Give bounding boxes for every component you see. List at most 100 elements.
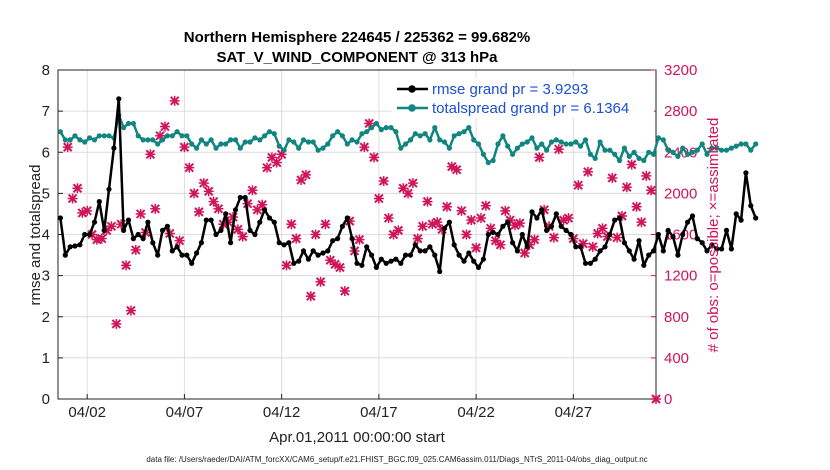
obs-assimilated-marker [286, 219, 297, 230]
rmse-point [87, 231, 93, 238]
totalspread-point [660, 137, 666, 143]
rmse-point [407, 252, 414, 258]
chart-titles: Northern Hemisphere 224645 / 225362 = 99… [184, 29, 530, 66]
rmse-point [456, 252, 462, 258]
totalspread-point [82, 139, 88, 145]
obs-assimilated-marker [213, 203, 224, 214]
obs-assimilated-marker [111, 318, 122, 329]
totalspread-point [169, 133, 175, 139]
rmse-point [505, 219, 511, 225]
rmse-point [179, 252, 185, 258]
totalspread-point [140, 137, 146, 143]
rmse-point [67, 244, 73, 250]
rmse-point [57, 215, 64, 221]
obs-assimilated-marker [514, 218, 525, 229]
rmse-point [417, 248, 423, 254]
rmse-point [519, 231, 525, 238]
obs-assimilated-marker [412, 233, 423, 244]
totalspread-point [213, 145, 219, 151]
totalspread-point [646, 149, 652, 155]
rmse-point [451, 242, 457, 248]
y-right-tick-label: 2800 [664, 103, 697, 120]
totalspread-point [490, 157, 496, 164]
legend-spread-marker [408, 104, 416, 112]
totalspread-point [101, 133, 107, 139]
rmse-point [393, 256, 399, 262]
rmse-point [733, 211, 739, 217]
rmse-point [300, 248, 307, 254]
rmse-point [281, 242, 287, 248]
totalspread-point [315, 147, 321, 153]
totalspread-point [621, 145, 628, 151]
rmse-point [77, 242, 83, 248]
totalspread-point [748, 147, 754, 153]
rmse-point [155, 252, 161, 258]
rmse-point [286, 240, 292, 246]
rmse-point [242, 194, 248, 201]
rmse-point [159, 227, 166, 233]
totalspread-point [680, 145, 686, 151]
totalspread-point [145, 137, 151, 143]
y-tick-label: 7 [42, 103, 50, 120]
totalspread-point [325, 141, 331, 147]
totalspread-point [130, 120, 136, 127]
totalspread-point [607, 147, 613, 153]
rmse-point [232, 207, 239, 213]
rmse-point [213, 231, 219, 238]
x-tick-label: 04/17 [360, 404, 398, 421]
obs-assimilated-marker [315, 276, 326, 287]
rmse-point [373, 264, 379, 270]
y-tick-label: 5 [42, 185, 50, 202]
obs-assimilated-marker [145, 149, 156, 160]
rmse-point [529, 209, 535, 215]
obs-assimilated-marker [636, 217, 647, 228]
obs-assimilated-marker [651, 394, 661, 404]
obs-assimilated-marker [359, 142, 370, 153]
obs-assimilated-marker [193, 206, 204, 217]
series-layer [57, 96, 759, 275]
totalspread-point [753, 141, 759, 147]
obs-assimilated-marker [553, 144, 564, 155]
rmse-point [291, 260, 297, 266]
obs-assimilated-marker [334, 262, 345, 273]
totalspread-point [121, 125, 127, 131]
totalspread-point [383, 125, 389, 131]
rmse-point [194, 250, 200, 256]
rmse-point [568, 231, 574, 238]
totalspread-point [262, 133, 268, 139]
rmse-point [728, 246, 735, 252]
rmse-point [514, 248, 521, 254]
totalspread-point [57, 129, 64, 135]
rmse-point [694, 236, 700, 242]
totalspread-point [689, 149, 696, 155]
obs-assimilated-marker [257, 199, 268, 210]
rmse-point [111, 145, 117, 151]
rmse-point [723, 227, 730, 233]
obs-assimilated-marker [500, 205, 511, 216]
obs-assimilated-marker [281, 260, 292, 271]
rmse-point [378, 256, 384, 262]
totalspread-point [276, 143, 282, 149]
rmse-point [330, 238, 336, 244]
obs-assimilated-marker [490, 235, 501, 246]
x-axis-label: Apr.01,2011 00:00:00 start [269, 429, 446, 446]
obs-assimilated-marker [582, 166, 593, 177]
totalspread-point [77, 137, 83, 143]
rmse-point [665, 227, 671, 233]
legend-spread-label: totalspread grand pr = 6.1364 [432, 100, 629, 117]
totalspread-point [505, 143, 511, 149]
obs-assimilated-marker [621, 182, 632, 193]
totalspread-point [534, 145, 540, 151]
rmse-point [169, 248, 175, 254]
totalspread-point [159, 137, 166, 143]
totalspread-point [480, 151, 486, 157]
totalspread-point [247, 139, 253, 145]
totalspread-point [563, 141, 569, 147]
totalspread-point [330, 133, 336, 139]
totalspread-point [738, 141, 744, 147]
totalspread-point [242, 139, 248, 145]
totalspread-point [519, 141, 525, 147]
rmse-point [495, 231, 501, 238]
obs-assimilated-marker [432, 217, 443, 228]
obs-assimilated-marker [461, 229, 472, 240]
